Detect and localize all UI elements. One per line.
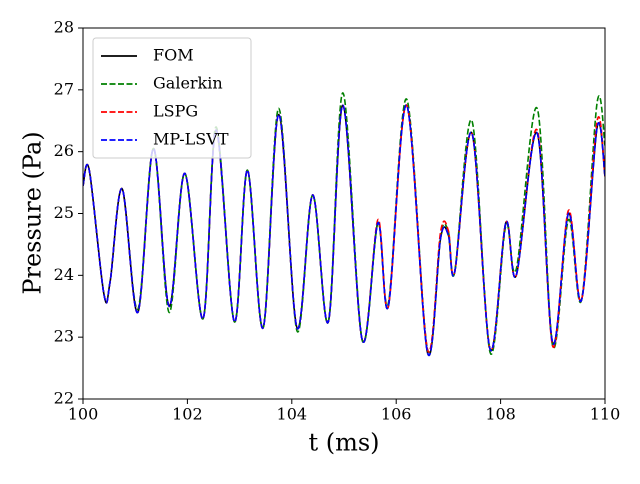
plot-frame — [82, 27, 606, 400]
x-tick-label: 110 — [590, 405, 621, 424]
legend-label: FOM — [153, 46, 194, 65]
series-line — [83, 104, 605, 357]
x-tick-label: 102 — [172, 405, 203, 424]
x-tick-label: 104 — [277, 405, 308, 424]
y-tick-label: 27 — [54, 79, 74, 98]
legend: FOM Galerkin LSPG MP-LSVT — [92, 37, 252, 159]
y-tick-label: 28 — [54, 18, 74, 37]
legend-label: MP-LSVT — [153, 130, 229, 149]
legend-box — [92, 37, 252, 159]
legend-label: Galerkin — [153, 74, 223, 93]
y-tick-label: 24 — [54, 265, 74, 284]
y-tick-label: 22 — [54, 389, 74, 408]
y-tick-label: 25 — [54, 203, 74, 222]
x-axis-label: t (ms) — [308, 429, 379, 457]
y-tick-label: 23 — [54, 327, 74, 346]
y-tick-label: 26 — [54, 141, 74, 160]
y-axis-label: Pressure (Pa) — [19, 131, 47, 294]
x-tick-label: 106 — [381, 405, 412, 424]
x-tick-label: 100 — [68, 405, 99, 424]
legend-label: LSPG — [153, 102, 198, 121]
series-line — [83, 92, 605, 355]
x-tick-label: 108 — [485, 405, 516, 424]
